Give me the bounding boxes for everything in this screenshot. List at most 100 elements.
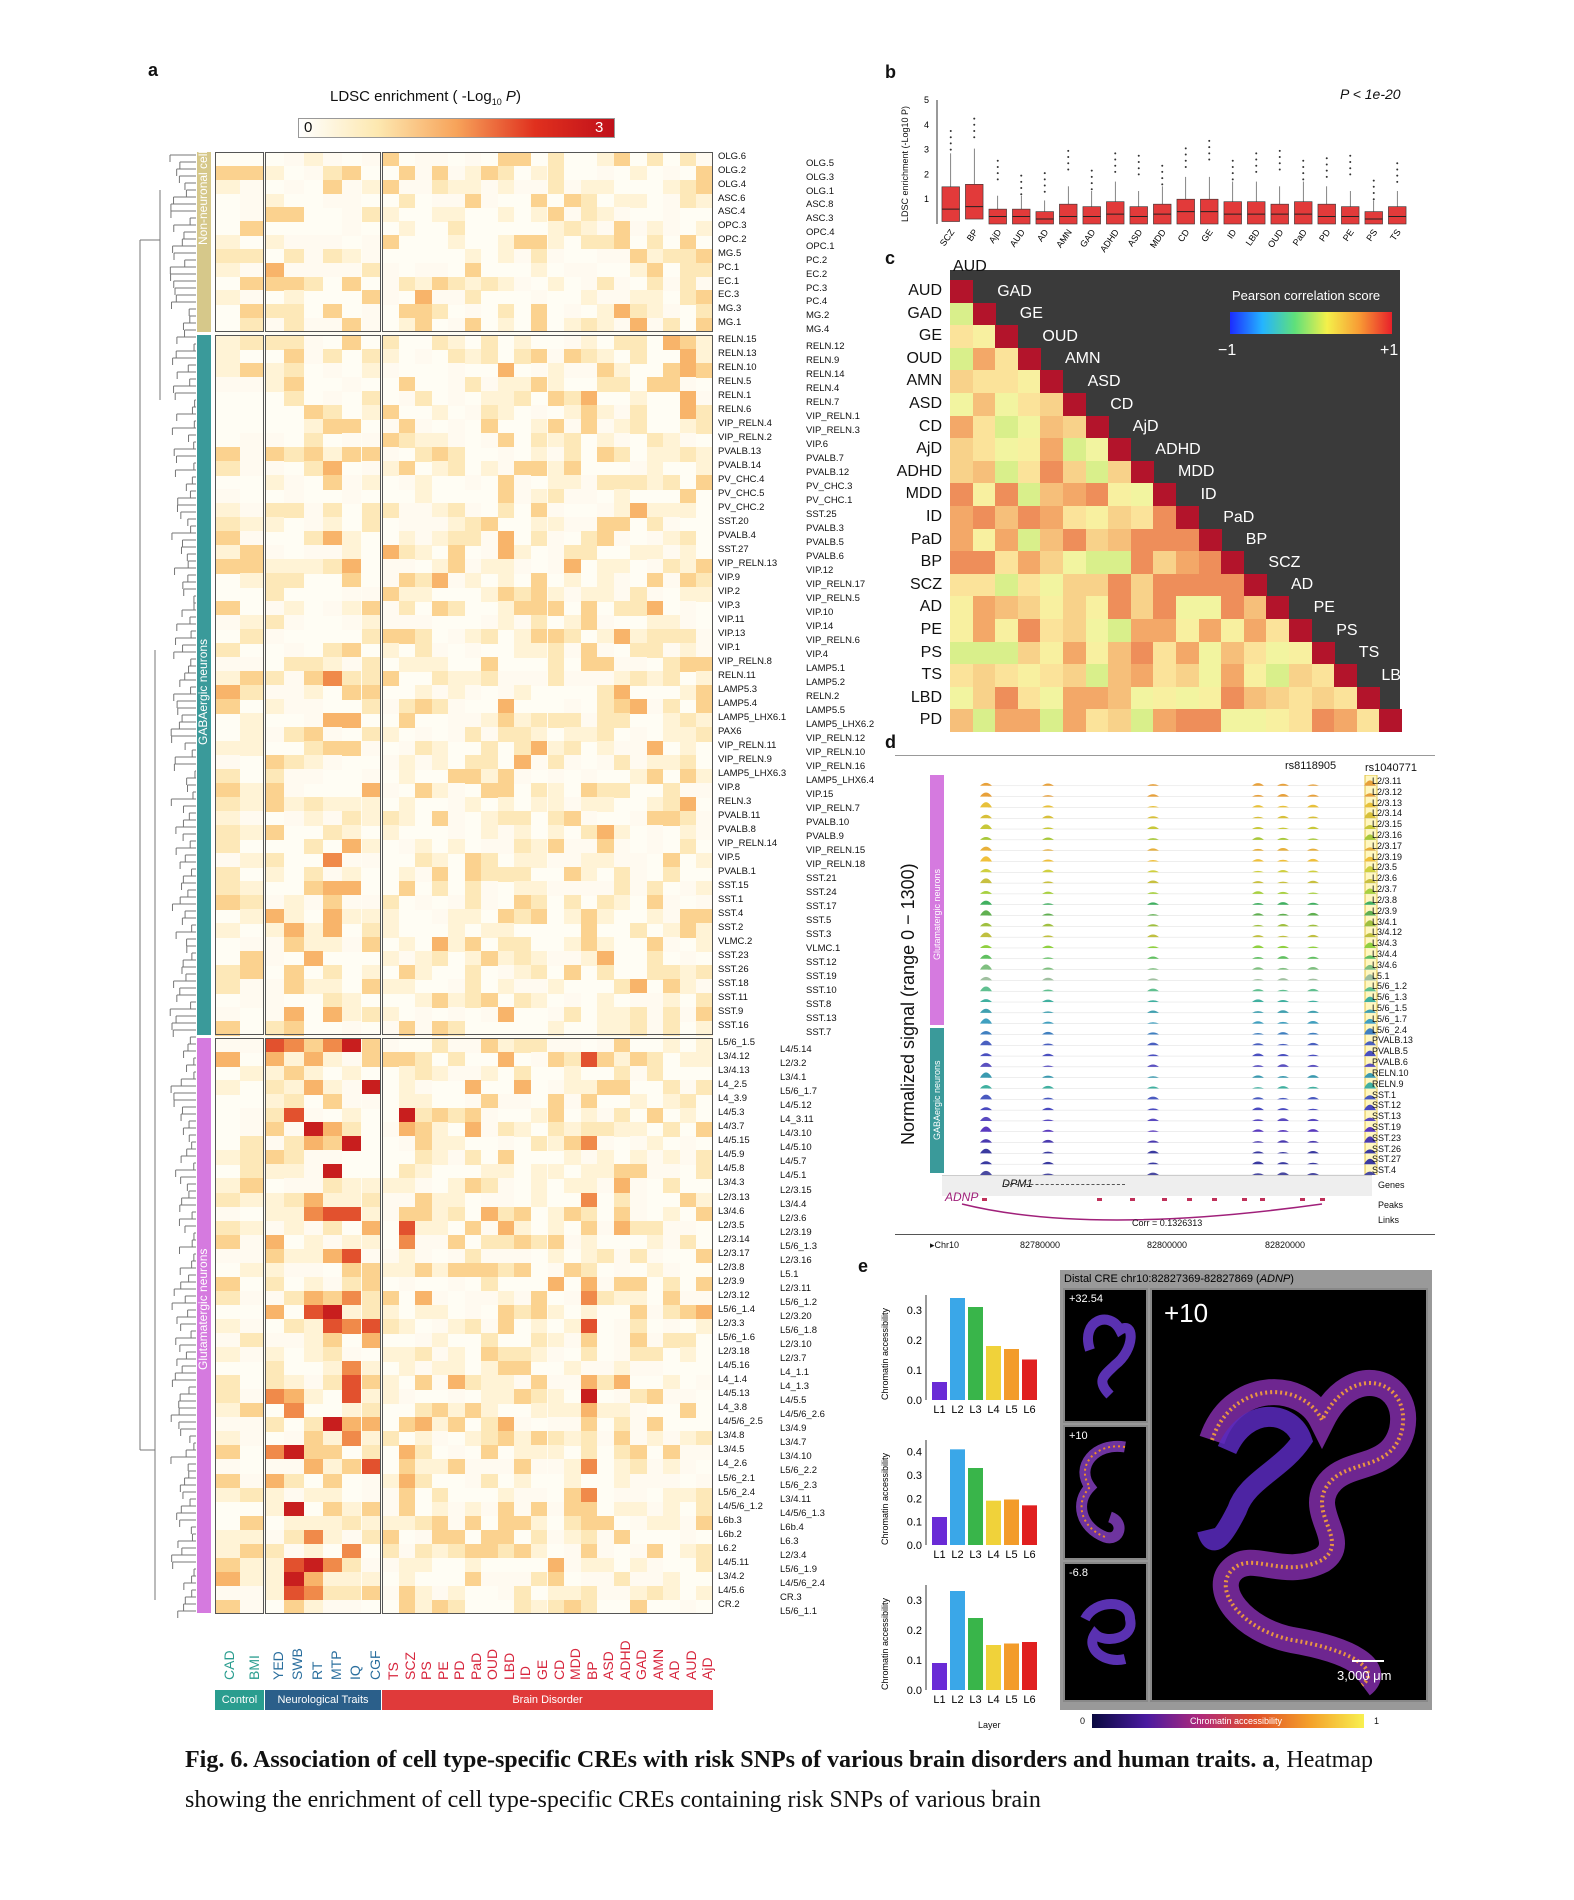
heatmap-cell: [215, 489, 240, 504]
outlier-point: [1208, 158, 1211, 161]
row-label: VIP_RELN.18: [806, 859, 866, 870]
signal-peak: [1252, 989, 1264, 992]
links-label: Links: [1378, 1215, 1400, 1225]
heatmap-cell: [431, 503, 449, 518]
heatmap-cell: [265, 276, 285, 291]
corr-legend-max: +1: [1380, 342, 1399, 359]
x-tick-label: BP: [965, 227, 980, 243]
heatmap-cell: [530, 304, 548, 319]
heatmap-cell: [215, 517, 240, 532]
signal-peak: [980, 922, 992, 927]
box: [1059, 203, 1078, 225]
signal-peak: [1277, 881, 1289, 884]
signal-peak: [980, 1139, 992, 1143]
y-tick-label: 0.3: [907, 1470, 922, 1482]
row-label: RELN.4: [806, 383, 840, 394]
row-label: VLMC.2: [718, 936, 753, 947]
outlier-point: [1349, 154, 1352, 157]
signal-peak: [980, 999, 992, 1003]
heatmap-cell: [303, 433, 323, 448]
heatmap-cell: [696, 221, 713, 236]
outlier-point: [1208, 139, 1211, 142]
layer-bar: [1004, 1643, 1019, 1690]
heatmap-cell: [342, 587, 362, 602]
heatmap-cell: [415, 179, 432, 195]
heatmap-cell: [342, 248, 362, 264]
corr-diag-label: TS: [1358, 644, 1380, 662]
row-label: L4_2.6: [718, 1458, 748, 1470]
track-label: SST.1: [1372, 1089, 1397, 1100]
heatmap-cell: [646, 475, 664, 490]
heatmap-cell: [481, 531, 498, 546]
outlier-point: [996, 172, 999, 175]
row-label: L2/3.14: [718, 1233, 750, 1245]
outlier-point: [1137, 161, 1140, 163]
row-label: L2/3.20: [780, 1310, 812, 1322]
x-tick-label: ID: [1225, 227, 1239, 241]
signal-peak: [1252, 913, 1264, 916]
signal-peak: [980, 846, 992, 851]
heatmap-cell: [464, 248, 482, 264]
row-label: SST.5: [806, 915, 832, 926]
heatmap-cell: [530, 419, 548, 434]
row-label: L2/3.11: [780, 1282, 811, 1294]
heatmap-cell: [431, 276, 449, 291]
heatmap-cell: [497, 152, 515, 167]
signal-peak: [1042, 1139, 1054, 1143]
heatmap-cell: [514, 601, 531, 616]
row-label: RELN.13: [718, 348, 757, 359]
row-label: VIP.3: [718, 600, 741, 611]
heatmap-cell: [530, 601, 548, 616]
layer-bar: [950, 1591, 965, 1690]
heatmap-cell: [547, 503, 565, 518]
layer-bar: [1004, 1499, 1019, 1545]
row-label: L4/5.11: [718, 1556, 749, 1568]
heatmap-cell: [398, 193, 416, 208]
heatmap-cell: [663, 433, 680, 448]
heatmap-cell: [239, 262, 264, 278]
row-label: ASC.6: [718, 192, 746, 204]
y-tick-label: 0.2: [907, 1625, 922, 1637]
outlier-point: [1278, 149, 1281, 152]
heatmap-cell: [431, 559, 449, 574]
heatmap-cell: [265, 615, 285, 630]
signal-peak: [980, 1148, 992, 1154]
heatmap-cell: [663, 248, 680, 264]
heatmap-cell: [398, 545, 416, 560]
layer-bar: [986, 1500, 1001, 1545]
outlier-point: [1208, 146, 1211, 149]
row-label: L5/6_2.4: [718, 1486, 755, 1498]
row-label: L3/4.13: [718, 1065, 750, 1077]
heatmap-cell: [265, 207, 285, 222]
outlier-point: [1396, 174, 1399, 177]
outlier-point: [1255, 164, 1258, 167]
heatmap-cell: [481, 276, 498, 291]
heatmap-cell: [431, 304, 449, 319]
heatmap-cell: [215, 165, 240, 181]
signal-peak: [980, 836, 992, 840]
row-label: L2/3.16: [780, 1254, 812, 1266]
track-label: L2/3.15: [1372, 819, 1403, 830]
heatmap-cell: [448, 363, 465, 378]
heatmap-cell: [663, 276, 680, 291]
heatmap-cell: [663, 531, 680, 546]
heatmap-cell: [580, 335, 598, 350]
signal-peak: [1147, 860, 1159, 862]
scalebar: [1352, 1660, 1384, 1662]
row-label: L4/5.13: [718, 1388, 750, 1400]
heatmap-cell: [464, 629, 482, 644]
row-label: SST.23: [718, 950, 749, 961]
signal-peak: [1252, 1087, 1264, 1089]
heatmap-cell: [464, 475, 482, 490]
heatmap-cell: [497, 248, 515, 264]
corr-row-label: PE: [920, 621, 942, 638]
signal-peak: [1252, 924, 1264, 927]
heatmap-cell: [613, 433, 631, 448]
row-label: RELN.11: [718, 670, 756, 681]
signal-peak: [1147, 838, 1159, 840]
corr-diag-label: LBD: [1381, 666, 1413, 684]
signal-peak: [1042, 837, 1054, 840]
signal-peak: [1042, 881, 1054, 884]
heatmap-cell: [361, 475, 381, 490]
row-label: SST.8: [806, 999, 832, 1010]
